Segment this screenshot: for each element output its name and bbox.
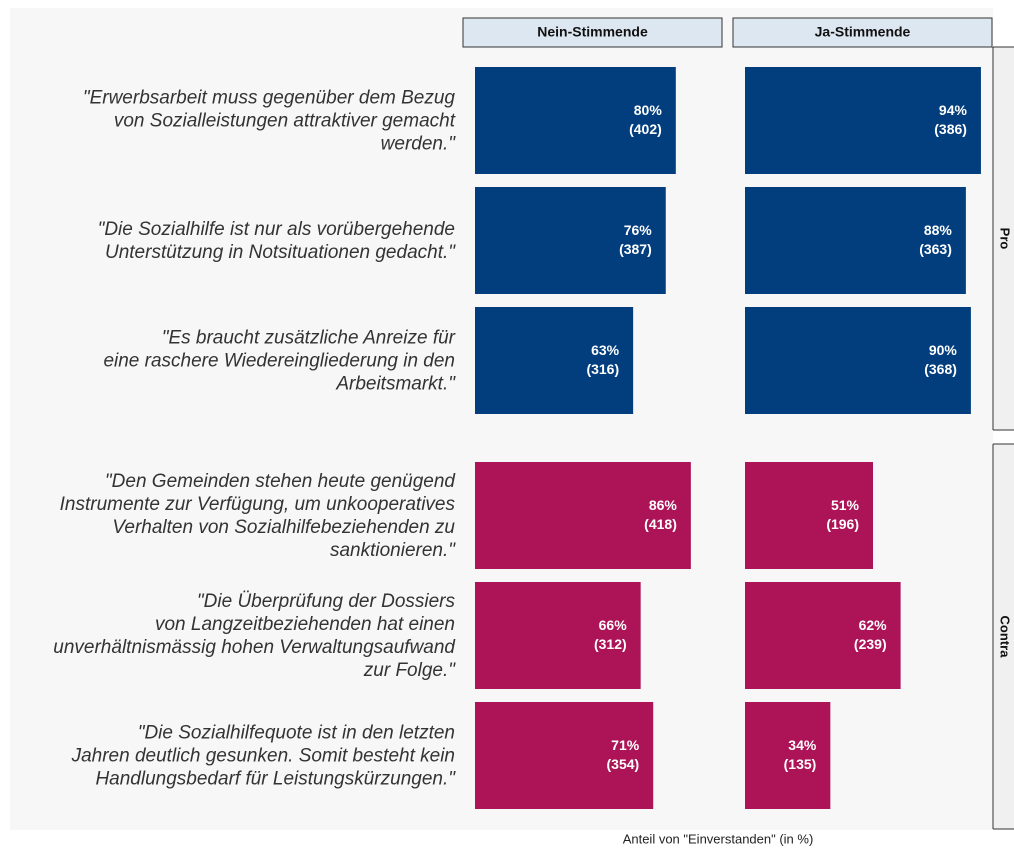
bar xyxy=(475,67,676,174)
value-label: 76% xyxy=(624,222,653,238)
count-label: (312) xyxy=(594,636,627,652)
value-label: 63% xyxy=(591,342,620,358)
count-label: (418) xyxy=(644,516,677,532)
count-label: (402) xyxy=(629,121,662,137)
group-label: Pro xyxy=(998,228,1013,250)
facet-title: Ja-Stimmende xyxy=(815,24,911,40)
count-label: (363) xyxy=(919,241,952,257)
value-label: 62% xyxy=(859,617,888,633)
bar xyxy=(745,462,874,569)
bar xyxy=(745,582,901,689)
count-label: (135) xyxy=(784,756,817,772)
category-label: "Erwerbsarbeit muss gegenüber dem Bezug … xyxy=(82,87,455,154)
category-label: "Es braucht zusätzliche Anreize für eine… xyxy=(103,327,455,394)
category-label: "Die Überprüfung der Dossiers von Langze… xyxy=(53,590,455,681)
count-label: (196) xyxy=(826,516,859,532)
count-label: (387) xyxy=(619,241,652,257)
value-label: 88% xyxy=(924,222,953,238)
bar xyxy=(475,462,691,569)
bar xyxy=(475,582,641,689)
count-label: (354) xyxy=(607,756,640,772)
bar xyxy=(745,307,971,414)
bar xyxy=(475,702,654,809)
value-label: 51% xyxy=(831,497,860,513)
group-label: Contra xyxy=(998,616,1013,659)
facet-header xyxy=(732,17,993,48)
x-axis-label: Anteil von "Einverstanden" (in %) xyxy=(623,831,814,846)
category-label: "Die Sozialhilfequote ist in den letzten… xyxy=(71,722,455,789)
category-label: "Den Gemeinden stehen heute genügend Ins… xyxy=(59,470,455,561)
facet-header xyxy=(462,17,723,48)
value-label: 34% xyxy=(788,737,817,753)
count-label: (239) xyxy=(854,636,887,652)
bar xyxy=(745,702,831,809)
bar xyxy=(745,187,966,294)
facet-title: Nein-Stimmende xyxy=(537,24,648,40)
value-label: 66% xyxy=(599,617,628,633)
group-strip xyxy=(993,47,1014,430)
value-label: 80% xyxy=(634,102,663,118)
bar xyxy=(475,187,666,294)
bar xyxy=(475,307,634,414)
value-label: 94% xyxy=(939,102,968,118)
count-label: (368) xyxy=(924,361,957,377)
value-label: 71% xyxy=(611,737,640,753)
value-label: 86% xyxy=(649,497,678,513)
bar xyxy=(745,67,981,174)
count-label: (386) xyxy=(934,121,967,137)
count-label: (316) xyxy=(586,361,619,377)
category-label: "Die Sozialhilfe ist nur als vorübergehe… xyxy=(97,218,455,263)
group-strip xyxy=(993,444,1014,829)
value-label: 90% xyxy=(929,342,958,358)
